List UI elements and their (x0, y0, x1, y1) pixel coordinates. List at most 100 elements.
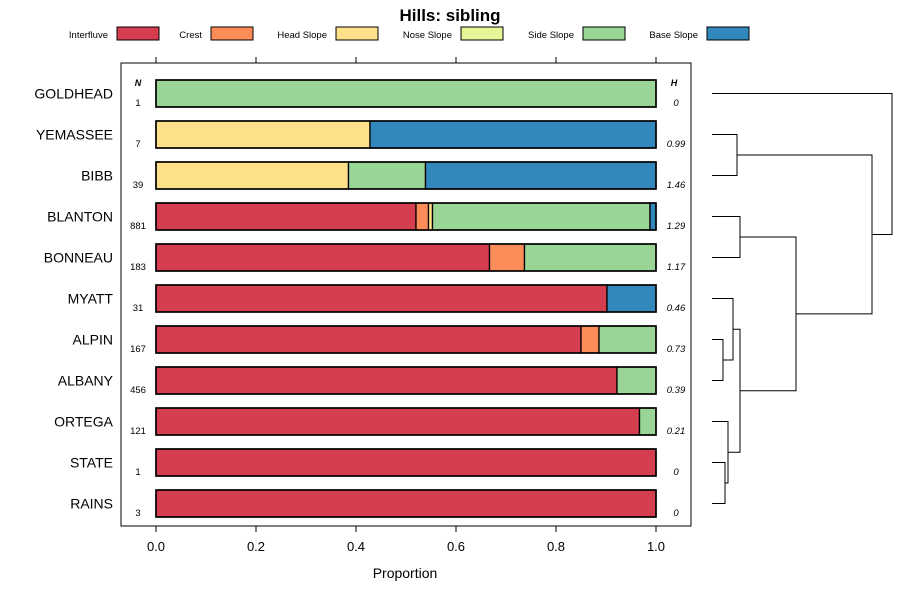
x-tick-label: 0.2 (247, 539, 265, 554)
legend-swatch (335, 26, 379, 41)
category-label: GOLDHEAD (34, 86, 113, 102)
legend-label: Nose Slope (403, 30, 452, 41)
bar-outline (155, 202, 657, 231)
dendrogram-link (728, 328, 741, 453)
n-value: 456 (130, 385, 146, 396)
bar-segment (155, 366, 618, 395)
dendrogram-link (712, 462, 726, 504)
bar-segment (488, 243, 526, 272)
x-tick-label: 1.0 (647, 539, 665, 554)
bar-segment (155, 407, 641, 436)
h-value: 0.39 (667, 385, 686, 396)
bar-outline (155, 448, 657, 477)
bar-segment (580, 325, 600, 354)
n-value: 881 (130, 221, 146, 232)
x-tick-label: 0.8 (547, 539, 565, 554)
category-label: MYATT (68, 291, 114, 307)
bar-outline (155, 120, 657, 149)
category-label: YEMASSEE (36, 127, 113, 143)
bar-segment (424, 161, 657, 190)
category-label: ORTEGA (54, 414, 114, 430)
axes: 0.0 0.2 0.4 0.6 0.8 1.0 (147, 57, 665, 554)
bar-segment (155, 120, 371, 149)
h-value: 0.21 (667, 426, 686, 437)
bar-segment (155, 325, 582, 354)
dendrogram (712, 93, 893, 504)
n-value: 39 (133, 180, 144, 191)
h-header: H (671, 78, 678, 88)
bar-segment (155, 489, 657, 518)
legend-swatch (706, 26, 750, 41)
legend-swatch (582, 26, 626, 41)
legend-label: Interfluve (69, 30, 108, 41)
bar-segment (155, 79, 657, 108)
legend: Interfluve Crest Head Slope Nose Slope Side … (69, 26, 750, 41)
bar-segment (606, 284, 657, 313)
bar-segment (155, 202, 417, 231)
bar-outline (155, 325, 657, 354)
h-value: 0 (673, 508, 679, 519)
category-label: ALPIN (73, 332, 113, 348)
bar-outline (155, 489, 657, 518)
bars: GOLDHEAD 1 0 YEMASSEE 7 0.99 BIBB 39 1.46 BLANTON… (34, 79, 686, 519)
bar-segment (369, 120, 657, 149)
plot-frame (120, 62, 692, 527)
dendrogram-link (737, 154, 873, 315)
bar-segment (155, 161, 350, 190)
h-value: 0 (673, 98, 679, 109)
bar-segment (155, 448, 657, 477)
bar-outline (155, 243, 657, 272)
bar-segment (415, 202, 430, 231)
legend-label: Base Slope (649, 30, 698, 41)
n-value: 183 (130, 262, 146, 273)
bar-segment (431, 202, 651, 231)
n-value: 31 (133, 303, 144, 314)
legend-swatch (460, 26, 504, 41)
bar-segment (638, 407, 657, 436)
bar-segment (523, 243, 657, 272)
x-tick-label: 0.6 (447, 539, 465, 554)
category-label: RAINS (70, 496, 113, 512)
h-value: 0.99 (667, 139, 686, 150)
bar-segment (155, 284, 608, 313)
legend-swatch (116, 26, 160, 41)
bar-outline (155, 79, 657, 108)
dendrogram-link (712, 216, 741, 258)
h-value: 1.46 (667, 180, 686, 191)
bar-segment (649, 202, 657, 231)
legend-label: Head Slope (277, 30, 327, 41)
n-value: 167 (130, 344, 146, 355)
dendrogram-link (712, 93, 893, 235)
category-label: BONNEAU (44, 250, 113, 266)
bar-outline (155, 366, 657, 395)
n-value: 7 (135, 139, 140, 150)
h-value: 0 (673, 467, 679, 478)
n-value: 1 (135, 98, 140, 109)
n-header: N (135, 78, 142, 88)
bar-segment (347, 161, 427, 190)
legend-label: Crest (179, 30, 202, 41)
dendrogram-link (712, 339, 724, 381)
category-label: STATE (70, 455, 113, 471)
dendrogram-link (712, 421, 729, 484)
x-tick-label: 0.0 (147, 539, 165, 554)
bar-outline (155, 407, 657, 436)
h-value: 1.29 (667, 221, 686, 232)
n-value: 121 (130, 426, 146, 437)
category-label: BIBB (81, 168, 113, 184)
bar-outline (155, 161, 657, 190)
legend-swatch (210, 26, 254, 41)
category-label: ALBANY (58, 373, 114, 389)
category-label: BLANTON (47, 209, 113, 225)
x-tick-label: 0.4 (347, 539, 365, 554)
bar-segment (616, 366, 657, 395)
h-value: 0.73 (667, 344, 686, 355)
h-value: 0.46 (667, 303, 686, 314)
chart-title: Hills: sibling (399, 6, 500, 25)
dendrogram-link (740, 236, 797, 392)
n-value: 1 (135, 467, 140, 478)
bar-outline (155, 284, 657, 313)
legend-label: Side Slope (528, 30, 574, 41)
h-value: 1.17 (667, 262, 686, 273)
